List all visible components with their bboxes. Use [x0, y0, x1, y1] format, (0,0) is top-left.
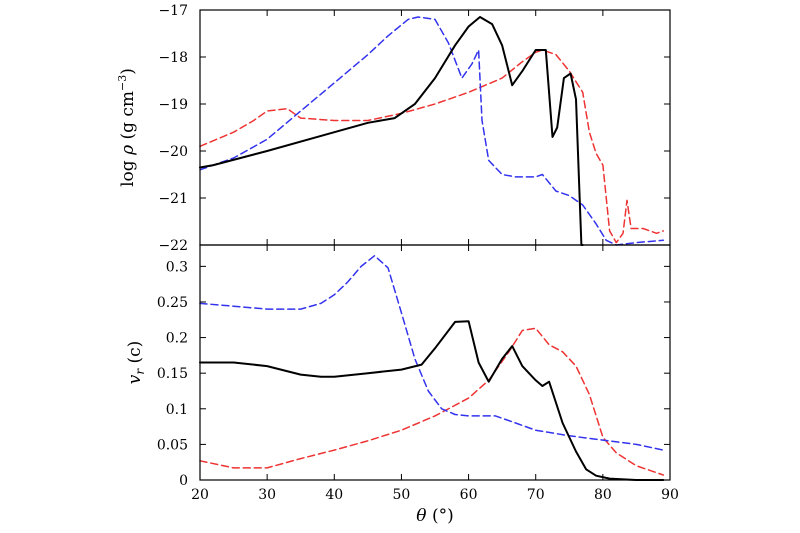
x-tick-label: 80 [594, 487, 612, 503]
x-tick-label: 60 [460, 487, 478, 503]
density-y-tick-label: −19 [158, 97, 188, 113]
x-tick-label: 40 [325, 487, 343, 503]
x-tick-label: 70 [527, 487, 545, 503]
velocity-ticks [199, 245, 671, 481]
velocity-y-axis-label-unit: (c) [125, 341, 145, 364]
velocity-series-blue-dashed [199, 254, 665, 451]
velocity-tick-labels: 0 0.05 0.1 0.15 0.2 0.25 0.3 20 30 40 50 60 70 80 90 [157, 259, 679, 503]
velocity-y-tick-label: 0.05 [157, 437, 188, 453]
velocity-y-axis-label: vr (c) [125, 341, 149, 385]
velocity-y-tick-label: 0.25 [157, 295, 188, 311]
velocity-y-tick-label: 0.3 [166, 259, 188, 275]
density-y-axis-label-exponent: −3 [116, 75, 129, 91]
density-series-blue-dashed [199, 16, 665, 246]
velocity-y-tick-label: 0.2 [166, 331, 188, 347]
density-panel-frame [199, 9, 671, 246]
density-y-axis-label-func: log [118, 160, 138, 187]
density-ticks [199, 9, 671, 246]
density-series-black-solid [199, 16, 584, 246]
x-tick-label: 50 [393, 487, 411, 503]
density-y-axis-label: log ρ (g cm−3) [116, 68, 138, 187]
density-y-axis-label-close: ) [118, 68, 138, 75]
velocity-y-axis-label-sub: r [133, 368, 147, 375]
velocity-y-tick-label: 0.1 [166, 402, 188, 418]
velocity-panel-frame [199, 244, 671, 481]
velocity-y-tick-label: 0 [179, 473, 188, 489]
density-y-tick-label: −21 [158, 191, 188, 207]
x-tick-label: 20 [191, 487, 209, 503]
density-panel: −22 −21 −20 −19 −18 −17 log ρ (g cm−3) [116, 3, 671, 254]
density-series-red-dashed [199, 49, 665, 244]
density-y-tick-label: −18 [158, 50, 188, 66]
density-y-tick-label: −22 [158, 238, 188, 254]
velocity-series-black-solid [199, 320, 665, 481]
velocity-panel: 0 0.05 0.1 0.15 0.2 0.25 0.3 20 30 40 50 60 70 80 90 v… [125, 244, 679, 526]
density-series [199, 16, 665, 246]
x-tick-label: 30 [258, 487, 276, 503]
density-tick-labels: −22 −21 −20 −19 −18 −17 [158, 3, 188, 254]
density-y-tick-label: −17 [158, 3, 188, 19]
x-axis-label-unit: (°) [432, 506, 454, 526]
x-axis-label: θ (°) [416, 506, 453, 526]
density-y-tick-label: −20 [158, 144, 188, 160]
velocity-series-red-dashed [199, 327, 665, 476]
velocity-y-tick-label: 0.15 [157, 366, 188, 382]
velocity-y-axis-label-var: v [125, 374, 145, 384]
x-axis-label-var: θ [416, 506, 426, 526]
density-y-axis-label-unit: (g cm [118, 91, 138, 140]
velocity-series [199, 254, 665, 481]
x-tick-label: 90 [661, 487, 679, 503]
density-y-axis-label-var: ρ [118, 145, 138, 156]
